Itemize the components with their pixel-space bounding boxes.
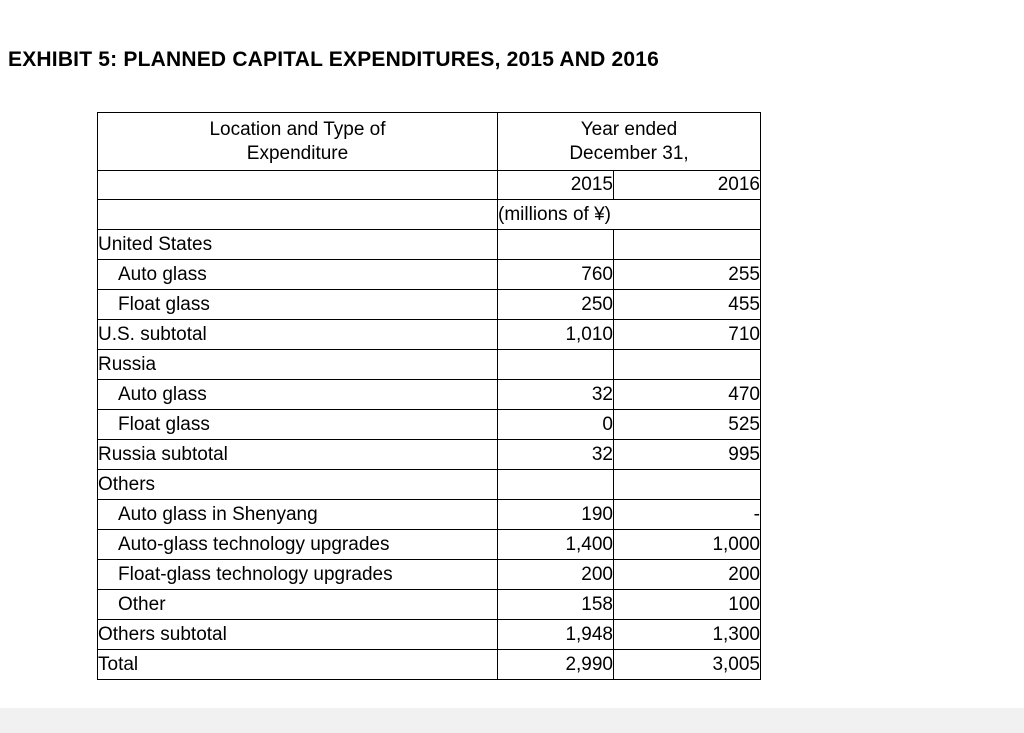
empty-header-cell <box>97 170 498 200</box>
value-2016 <box>613 349 761 380</box>
value-2015 <box>497 229 614 260</box>
value-2015: 190 <box>497 499 614 530</box>
row-label: Float glass <box>97 409 498 440</box>
row-label: U.S. subtotal <box>97 319 498 350</box>
row-label: Russia <box>97 349 498 380</box>
row-label: Total <box>97 649 498 680</box>
table-row: Auto glass 32 470 <box>97 379 761 410</box>
bottom-strip <box>0 708 1024 733</box>
table-row: Float glass 0 525 <box>97 409 761 440</box>
value-2016: 255 <box>613 259 761 290</box>
value-2015 <box>497 469 614 500</box>
value-2016: 200 <box>613 559 761 590</box>
row-label: Other <box>97 589 498 620</box>
value-2015: 1,948 <box>497 619 614 650</box>
header-row-units: (millions of ¥) <box>97 199 761 230</box>
column-header-year-span: Year ended December 31, <box>497 112 761 171</box>
row-label: Others <box>97 469 498 500</box>
value-2015: 32 <box>497 379 614 410</box>
empty-header-cell <box>97 199 498 230</box>
row-label: Auto-glass technology upgrades <box>97 529 498 560</box>
value-2015: 2,990 <box>497 649 614 680</box>
table-row: Float-glass technology upgrades 200 200 <box>97 559 761 590</box>
value-2015: 760 <box>497 259 614 290</box>
column-header-location-line2: Expenditure <box>246 142 349 164</box>
table-row: Total 2,990 3,005 <box>97 649 761 680</box>
table-row: U.S. subtotal 1,010 710 <box>97 319 761 350</box>
value-2016 <box>613 469 761 500</box>
table-row: Others <box>97 469 761 500</box>
value-2015: 0 <box>497 409 614 440</box>
value-2016: 525 <box>613 409 761 440</box>
table-row: United States <box>97 229 761 260</box>
value-2016: 1,000 <box>613 529 761 560</box>
value-2015: 1,400 <box>497 529 614 560</box>
value-2016: 995 <box>613 439 761 470</box>
value-2016: 100 <box>613 589 761 620</box>
value-2015: 1,010 <box>497 319 614 350</box>
value-2016: 470 <box>613 379 761 410</box>
column-header-location-line1: Location and Type of <box>209 119 386 141</box>
value-2016: 455 <box>613 289 761 320</box>
units-label: (millions of ¥) <box>497 199 761 230</box>
value-2016: - <box>613 499 761 530</box>
value-2015: 200 <box>497 559 614 590</box>
value-2015: 250 <box>497 289 614 320</box>
column-header-year-line2: December 31, <box>569 142 689 164</box>
row-label: Auto glass <box>97 379 498 410</box>
column-header-2016: 2016 <box>613 170 761 200</box>
capex-table: Location and Type of Expenditure Year en… <box>97 112 761 680</box>
column-header-location: Location and Type of Expenditure <box>97 112 498 171</box>
table-row: Auto-glass technology upgrades 1,400 1,000 <box>97 529 761 560</box>
header-row-years: 2015 2016 <box>97 170 761 200</box>
row-label: Float glass <box>97 289 498 320</box>
table-row: Float glass 250 455 <box>97 289 761 320</box>
table-row: Auto glass in Shenyang 190- <box>97 499 761 530</box>
exhibit-title: EXHIBIT 5: PLANNED CAPITAL EXPENDITURES,… <box>8 48 659 72</box>
table-row: Others subtotal 1,948 1,300 <box>97 619 761 650</box>
table-row: Auto glass 760 255 <box>97 259 761 290</box>
header-row-titles: Location and Type of Expenditure Year en… <box>97 112 761 171</box>
row-label: Others subtotal <box>97 619 498 650</box>
value-2016: 1,300 <box>613 619 761 650</box>
value-2016: 3,005 <box>613 649 761 680</box>
table-body: United States Auto glass 760 255 Float glass… <box>97 229 761 680</box>
value-2016 <box>613 229 761 260</box>
value-2016: 710 <box>613 319 761 350</box>
row-label: United States <box>97 229 498 260</box>
column-header-2015: 2015 <box>497 170 614 200</box>
exhibit-title-text: EXHIBIT 5: PLANNED CAPITAL EXPENDITURES,… <box>8 48 660 71</box>
column-header-year-line1: Year ended <box>580 119 678 141</box>
table-row: Other 158 100 <box>97 589 761 620</box>
value-2015 <box>497 349 614 380</box>
row-label: Float-glass technology upgrades <box>97 559 498 590</box>
table-row: Russia subtotal 32 995 <box>97 439 761 470</box>
value-2015: 158 <box>497 589 614 620</box>
row-label: Russia subtotal <box>97 439 498 470</box>
value-2015: 32 <box>497 439 614 470</box>
row-label: Auto glass <box>97 259 498 290</box>
row-label: Auto glass in Shenyang <box>97 499 498 530</box>
table-row: Russia <box>97 349 761 380</box>
